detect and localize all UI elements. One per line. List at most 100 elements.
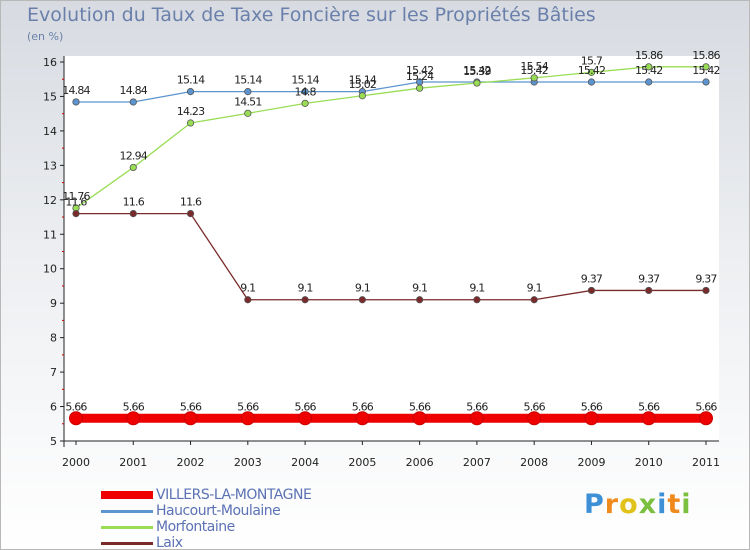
data-label: 5.66 bbox=[638, 400, 660, 413]
series-line-2 bbox=[75, 66, 706, 209]
chart-unit: (en %) bbox=[27, 30, 64, 43]
y-tick-label: 14 bbox=[43, 125, 57, 138]
data-point bbox=[183, 411, 198, 426]
y-tick-label: 12 bbox=[43, 194, 57, 207]
data-point bbox=[469, 411, 484, 426]
data-label: 14.8 bbox=[294, 85, 316, 98]
data-point bbox=[645, 286, 653, 295]
data-point bbox=[358, 92, 366, 100]
data-point bbox=[587, 78, 596, 86]
y-tick-label: 16 bbox=[43, 56, 57, 69]
legend-swatch-morfontaine bbox=[101, 526, 153, 529]
logo-letter: i bbox=[681, 489, 692, 520]
data-label: 15.39 bbox=[463, 65, 491, 78]
legend-label-laix: Laix bbox=[156, 535, 183, 550]
data-point bbox=[587, 68, 596, 76]
data-label: 9.1 bbox=[355, 282, 370, 295]
data-label: 15.24 bbox=[406, 70, 434, 83]
data-point bbox=[72, 210, 80, 218]
data-point bbox=[641, 411, 656, 426]
proxiti-logo: Proxiti bbox=[584, 489, 692, 520]
x-tick-label: 2003 bbox=[234, 456, 262, 469]
data-label: 15.14 bbox=[291, 74, 319, 87]
y-tick-label: 8 bbox=[50, 332, 57, 345]
logo-letter: t bbox=[667, 489, 682, 520]
data-label: 15.42 bbox=[692, 64, 720, 77]
data-label: 9.37 bbox=[695, 272, 717, 285]
data-label: 15.14 bbox=[349, 74, 377, 87]
logo-letter: i bbox=[657, 489, 668, 520]
data-point bbox=[186, 88, 195, 96]
data-label: 14.51 bbox=[234, 95, 262, 108]
x-tick-label: 2009 bbox=[577, 456, 605, 469]
data-point bbox=[129, 163, 137, 172]
y-tick-label: 11 bbox=[43, 228, 57, 241]
data-point bbox=[126, 411, 141, 426]
y-tick-label: 15 bbox=[43, 90, 57, 103]
data-label: 15.14 bbox=[234, 74, 262, 87]
data-point bbox=[301, 99, 309, 107]
data-label: 5.66 bbox=[524, 400, 546, 413]
plot-background bbox=[64, 56, 719, 441]
x-tick-label: 2001 bbox=[119, 456, 147, 469]
data-label: 15.14 bbox=[177, 74, 205, 87]
data-label: 11.76 bbox=[62, 190, 90, 203]
legend-label-villers: VILLERS-LA-MONTAGNE bbox=[156, 487, 312, 503]
data-point bbox=[702, 286, 710, 295]
data-label: 15.86 bbox=[635, 49, 663, 62]
data-label: 9.1 bbox=[412, 282, 427, 295]
data-point bbox=[473, 79, 481, 87]
data-label: 5.66 bbox=[466, 400, 488, 413]
x-tick-label: 2010 bbox=[635, 456, 663, 469]
logo-letter: o bbox=[619, 489, 639, 520]
legend-swatch-villers bbox=[101, 491, 153, 499]
data-label: 5.66 bbox=[695, 400, 717, 413]
data-label: 9.1 bbox=[527, 282, 542, 295]
chart-title: Evolution du Taux de Taxe Foncière sur l… bbox=[27, 4, 596, 26]
series-line-3 bbox=[76, 212, 706, 301]
data-point bbox=[473, 296, 481, 304]
data-point bbox=[416, 296, 424, 304]
data-label: 15.42 bbox=[578, 64, 606, 77]
series-line-1 bbox=[76, 81, 706, 103]
data-label: 5.66 bbox=[409, 400, 431, 413]
data-label: 11.6 bbox=[123, 196, 145, 209]
data-label: 5.66 bbox=[65, 400, 87, 413]
data-point bbox=[702, 78, 710, 86]
x-tick-label: 2004 bbox=[291, 456, 319, 469]
x-tick-label: 2006 bbox=[406, 456, 434, 469]
data-point bbox=[301, 296, 309, 304]
data-label: 15.7 bbox=[581, 54, 603, 67]
legend-swatch-laix bbox=[101, 542, 153, 545]
x-tick-label: 2002 bbox=[177, 456, 205, 469]
data-point bbox=[240, 411, 255, 426]
data-label: 9.1 bbox=[298, 282, 313, 295]
logo-letter: r bbox=[604, 489, 620, 520]
data-point bbox=[298, 411, 313, 426]
data-label: 15.86 bbox=[692, 49, 720, 62]
data-label: 9.37 bbox=[638, 272, 660, 285]
data-point bbox=[645, 63, 653, 71]
data-label: 9.37 bbox=[581, 272, 603, 285]
data-label: 15.02 bbox=[349, 78, 377, 91]
data-label: 12.94 bbox=[120, 149, 148, 162]
data-label: 11.6 bbox=[65, 196, 87, 209]
data-point bbox=[244, 88, 252, 96]
legend-label-morfontaine: Morfontaine bbox=[156, 519, 235, 535]
data-point bbox=[699, 411, 713, 426]
data-point bbox=[244, 109, 252, 117]
y-tick-label: 13 bbox=[43, 159, 57, 172]
data-label: 5.66 bbox=[294, 400, 316, 413]
data-label: 14.23 bbox=[177, 105, 205, 118]
x-tick-label: 2000 bbox=[62, 456, 90, 469]
x-tick-label: 2007 bbox=[463, 456, 491, 469]
data-point bbox=[645, 78, 653, 86]
data-point bbox=[416, 84, 424, 92]
data-label: 5.66 bbox=[352, 400, 374, 413]
data-point bbox=[129, 210, 137, 218]
data-label: 9.1 bbox=[469, 282, 484, 295]
data-point bbox=[69, 411, 83, 426]
data-label: 9.1 bbox=[240, 282, 255, 295]
legend-label-haucourt: Haucourt-Moulaine bbox=[156, 503, 281, 519]
